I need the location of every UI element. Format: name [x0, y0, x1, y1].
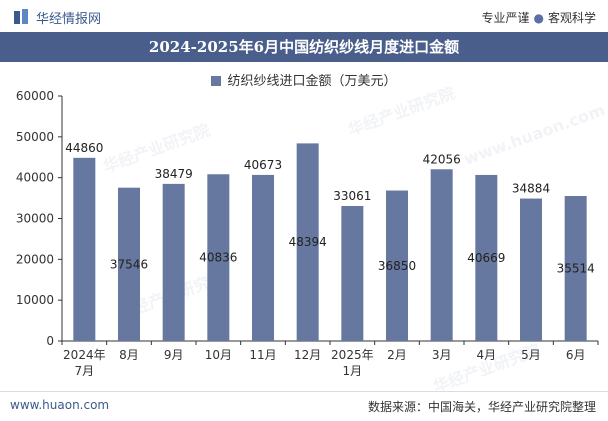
footer-website[interactable]: www.huaon.com [10, 398, 110, 412]
brand-name: 华经情报网 [36, 12, 102, 27]
logo-icon [14, 9, 28, 24]
legend-swatch [211, 76, 222, 86]
top-bar: 华经情报网 专业严谨 ● 客观科学 [0, 0, 608, 32]
bar [520, 198, 542, 341]
bar [386, 190, 408, 341]
x-tick-label: 12月 [294, 348, 321, 362]
bar [118, 187, 140, 341]
bar [564, 195, 587, 341]
x-tick-label: 2025年 [331, 348, 374, 362]
chart-legend: 纺织纱线进口金额（万美元） [0, 70, 608, 89]
footer-source: 数据来源：中国海关，华经产业研究院整理 [367, 400, 596, 414]
bar [162, 183, 185, 341]
x-tick-label: 1月 [343, 364, 363, 378]
x-tick-label: 3月 [432, 348, 452, 362]
x-tick-label: 5月 [521, 348, 541, 362]
x-tick-label: 2月 [387, 348, 407, 362]
y-tick-label: 20000 [16, 252, 54, 266]
x-tick-label: 6月 [566, 348, 586, 362]
x-tick-label: 9月 [164, 348, 184, 362]
data-label: 36850 [378, 259, 416, 273]
dot-separator-icon: ● [533, 11, 544, 25]
x-tick-label: 4月 [477, 348, 497, 362]
data-label: 38479 [155, 167, 193, 181]
y-tick-label: 0 [46, 334, 54, 348]
bar [475, 174, 498, 341]
x-tick-label: 7月 [75, 364, 95, 378]
slogan-right: 客观科学 [547, 11, 596, 25]
bar [252, 174, 274, 341]
data-label: 40836 [199, 251, 237, 265]
footer-divider [0, 391, 608, 392]
y-tick-label: 60000 [16, 89, 54, 103]
data-label: 42056 [423, 152, 461, 166]
data-label: 40673 [244, 158, 282, 172]
data-label: 35514 [557, 261, 595, 275]
data-label: 48394 [289, 235, 327, 249]
data-label: 33061 [333, 189, 371, 203]
slogan: 专业严谨 ● 客观科学 [481, 9, 596, 26]
x-tick-label: 2024年 [63, 348, 106, 362]
y-tick-label: 30000 [16, 212, 54, 226]
legend-label: 纺织纱线进口金额（万美元） [227, 74, 397, 89]
data-label: 34884 [512, 182, 550, 196]
bar [296, 143, 319, 341]
slogan-left: 专业严谨 [481, 11, 530, 25]
data-label: 40669 [467, 251, 505, 265]
chart-title: 2024-2025年6月中国纺织纱线月度进口金额 [0, 32, 608, 62]
bar-chart: 0 10000 20000 30000 40000 50000 60000 44860 2024… [16, 89, 599, 378]
y-tick-label: 50000 [16, 130, 54, 144]
bar [73, 157, 96, 341]
y-tick-label: 10000 [16, 293, 54, 307]
x-tick-label: 10月 [205, 348, 232, 362]
y-tick-label: 40000 [16, 171, 54, 185]
bar [430, 169, 453, 341]
bar [207, 174, 230, 341]
data-label: 44860 [65, 141, 103, 155]
x-tick-label: 8月 [119, 348, 139, 362]
x-tick-label: 11月 [249, 348, 276, 362]
bar [341, 206, 364, 341]
data-label: 37546 [110, 257, 148, 271]
